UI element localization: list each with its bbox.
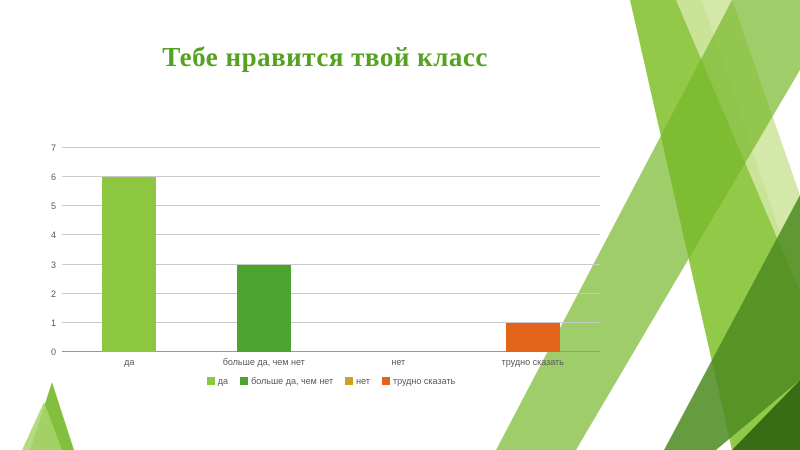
legend-swatch: [206, 377, 215, 385]
legend-swatch: [240, 377, 249, 385]
category-label: трудно сказать: [501, 357, 564, 367]
gridline: [62, 147, 600, 148]
y-tick-label: 0: [50, 347, 56, 357]
gridline: [62, 263, 600, 265]
legend-item: да: [206, 376, 229, 386]
legend-label: да: [217, 376, 229, 386]
category-label: да: [124, 357, 135, 367]
bar: [236, 264, 291, 352]
gridline: [62, 234, 600, 236]
y-tick-label: 1: [50, 317, 56, 328]
y-tick-label: 5: [50, 201, 56, 212]
gridline: [62, 321, 600, 323]
y-tick-label: 7: [50, 143, 56, 153]
chart-legend: да больше да, чем нет нет трудно сказать: [62, 376, 600, 386]
decorative-right-shapes: [496, 0, 800, 450]
x-axis-line: [62, 351, 600, 352]
bar: [102, 177, 157, 352]
gridline: [62, 205, 600, 207]
legend-label: нет: [356, 376, 370, 386]
y-tick-label: 2: [50, 288, 56, 299]
legend-item: нет: [345, 376, 370, 386]
category-label: больше да, чем нет: [222, 357, 305, 367]
y-tick-label: 6: [50, 172, 56, 183]
legend-label: трудно сказать: [392, 376, 456, 386]
legend-swatch: [345, 377, 354, 385]
y-tick-label: 3: [50, 259, 56, 270]
y-tick-label: 4: [50, 230, 56, 241]
legend-label: больше да, чем нет: [251, 376, 334, 386]
bar: [505, 322, 560, 352]
category-label: нет: [391, 357, 406, 367]
gridline: [62, 292, 600, 294]
category-axis: да больше да, чем нет нет трудно сказать: [62, 357, 600, 367]
gridline: [62, 176, 600, 178]
decorative-left-shape: [22, 382, 74, 450]
legend-item: больше да, чем нет: [240, 376, 333, 386]
legend-swatch: [381, 377, 390, 385]
slide-title: Тебе нравится твой класс: [162, 42, 488, 72]
plot-area: 0 1 2 3 4 5 6 7: [51, 143, 600, 357]
legend-item: трудно сказать: [381, 376, 456, 386]
